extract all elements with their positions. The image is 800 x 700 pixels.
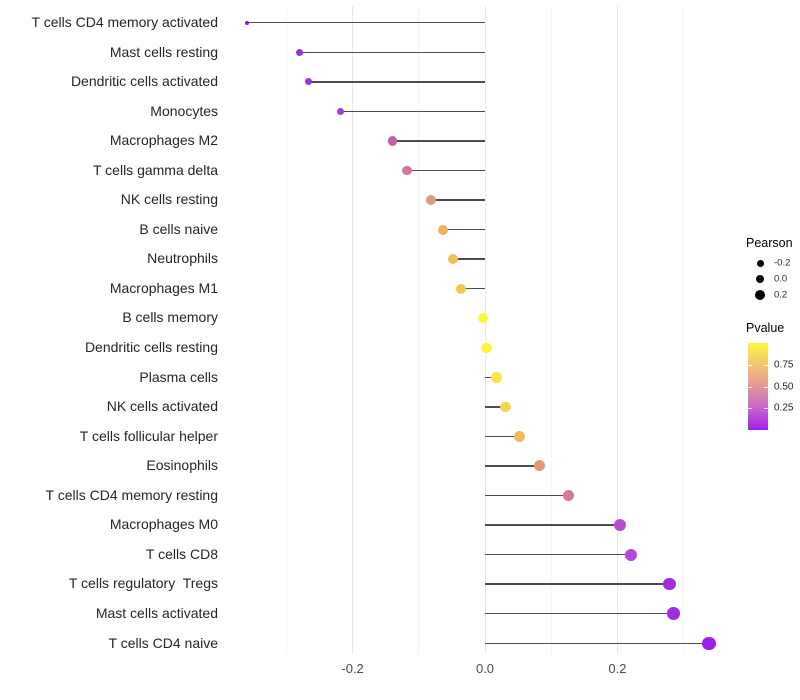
lollipop-dot (663, 577, 676, 591)
major-gridline (616, 6, 618, 654)
lollipop-segment (485, 435, 520, 438)
lollipop-segment (485, 612, 674, 615)
lollipop-dot (387, 136, 398, 146)
category-label: T cells gamma delta (92, 161, 218, 178)
pearson-legend-label: -0.2 (774, 257, 791, 269)
lollipop-segment (431, 199, 485, 201)
pvalue-colorbar (748, 343, 768, 430)
lollipop-dot (448, 254, 459, 265)
lollipop-dot (614, 519, 627, 532)
category-label: T cells follicular helper (79, 427, 218, 444)
colorbar-tick (764, 386, 768, 388)
category-label: Mast cells resting (109, 43, 218, 60)
lollipop-segment (485, 583, 670, 585)
colorbar-label: 0.25 (774, 402, 794, 414)
colorbar-tick (764, 364, 768, 366)
lollipop-dot (402, 165, 412, 176)
lollipop-dot (667, 607, 680, 620)
lollipop-dot (562, 489, 575, 502)
lollipop-dot (533, 460, 545, 472)
lollipop-dot (296, 48, 304, 56)
major-gridline (484, 6, 486, 654)
colorbar-tick (764, 408, 768, 410)
lollipop-segment (392, 140, 485, 142)
category-label: Neutrophils (147, 250, 218, 267)
lollipop-segment (299, 51, 485, 53)
lollipop-segment (485, 465, 540, 467)
lollipop-segment (485, 642, 709, 644)
lollipop-segment (485, 406, 506, 408)
pvalue-legend-title: Pvalue (746, 321, 785, 335)
category-label: Eosinophils (146, 457, 218, 474)
category-label: T cells CD4 memory activated (31, 13, 218, 30)
category-label: NK cells activated (106, 398, 218, 415)
category-label: Mast cells activated (95, 604, 218, 621)
lollipop-dot (336, 107, 345, 116)
lollipop-segment (453, 258, 485, 260)
lollipop-dot (477, 312, 489, 324)
x-tick-label: 0.0 (475, 661, 495, 676)
category-label: Macrophages M0 (109, 516, 218, 533)
lollipop-segment (485, 524, 621, 526)
minor-gridline (550, 6, 552, 654)
lollipop-segment (485, 376, 497, 379)
pearson-legend-dot (756, 259, 764, 267)
colorbar-tick (748, 386, 752, 388)
minor-gridline (418, 6, 420, 654)
major-gridline (352, 6, 354, 654)
lollipop-dot (624, 548, 637, 561)
pearson-legend-dot (755, 274, 765, 284)
pearson-legend-label: 0.2 (774, 289, 788, 301)
x-tick-label: 0.2 (608, 661, 627, 676)
category-label: Plasma cells (139, 368, 218, 385)
lollipop-dot (513, 430, 525, 442)
pearson-legend-label: 0.0 (774, 273, 788, 285)
colorbar-label: 0.50 (774, 381, 794, 392)
lollipop-segment (485, 494, 569, 497)
lollipop-segment (340, 110, 485, 113)
category-label: NK cells resting (120, 191, 218, 208)
colorbar-tick (748, 364, 752, 366)
lollipop-segment (308, 81, 485, 83)
category-label: T cells CD4 memory resting (45, 486, 218, 503)
lollipop-dot (455, 283, 466, 294)
category-label: T cells CD4 naive (108, 634, 218, 651)
lollipop-segment (485, 553, 631, 556)
category-label: T cells CD8 (145, 545, 218, 562)
category-label: Dendritic cells activated (70, 73, 218, 90)
category-label: T cells regulatory Tregs (68, 575, 218, 592)
lollipop-dot (244, 20, 249, 25)
lollipop-dot (491, 372, 502, 383)
pearson-legend-dot (755, 290, 765, 300)
category-label: Macrophages M1 (109, 279, 218, 296)
colorbar-tick (748, 408, 752, 410)
category-label: Dendritic cells resting (84, 339, 218, 355)
minor-gridline (285, 6, 287, 654)
lollipop-segment (406, 169, 485, 172)
category-label: B cells memory (122, 309, 218, 326)
lollipop-segment (246, 21, 485, 24)
category-label: Monocytes (150, 102, 218, 119)
category-label: Macrophages M2 (109, 132, 218, 149)
minor-gridline (683, 6, 685, 654)
lollipop-segment (460, 287, 485, 290)
category-label: B cells naive (139, 220, 218, 237)
lollipop-dot (481, 342, 492, 353)
pearson-legend-title: Pearson (746, 236, 793, 250)
lollipop-dot (500, 401, 511, 413)
lollipop-segment (443, 228, 485, 231)
lollipop-dot (702, 636, 716, 650)
lollipop-dot (438, 224, 449, 235)
lollipop-dot (426, 195, 437, 205)
lollipop-dot (304, 78, 312, 86)
colorbar-label: 0.75 (774, 359, 794, 371)
x-tick-label: -0.2 (341, 661, 364, 676)
